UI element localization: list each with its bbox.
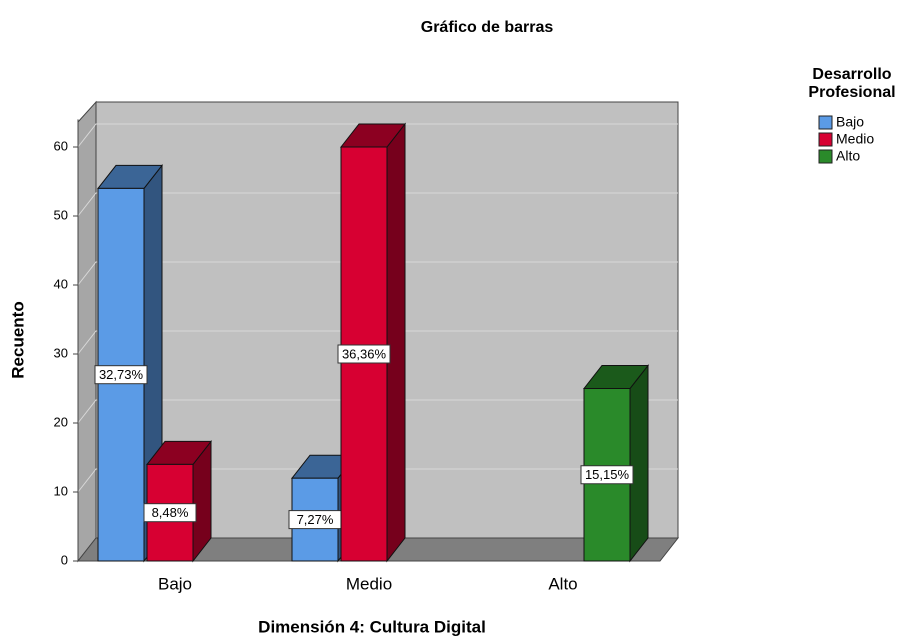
grid-line xyxy=(77,261,678,286)
data-label: 8,48% xyxy=(152,505,189,520)
x-tick-label: Alto xyxy=(548,574,577,593)
bar xyxy=(339,122,407,563)
legend-swatch xyxy=(818,132,833,147)
grid-line xyxy=(77,468,678,493)
grid-line xyxy=(77,399,678,424)
legend-swatch xyxy=(818,149,833,164)
data-label: 15,15% xyxy=(585,467,630,482)
y-axis-label: Recuento xyxy=(8,301,27,378)
y-tick-label: 40 xyxy=(54,276,68,291)
legend-label: Bajo xyxy=(836,114,864,130)
y-tick-label: 60 xyxy=(54,138,68,153)
bar xyxy=(582,364,650,563)
legend-label: Medio xyxy=(836,131,874,147)
x-tick-label: Medio xyxy=(346,574,392,593)
chart-title: Gráfico de barras xyxy=(421,19,554,36)
y-tick-label: 0 xyxy=(61,552,68,567)
bar-side xyxy=(386,122,406,563)
bar-side xyxy=(629,364,649,563)
side-wall xyxy=(77,100,97,563)
y-tick-label: 10 xyxy=(54,483,68,498)
legend-swatch xyxy=(818,115,833,130)
legend-label: Alto xyxy=(836,148,860,164)
data-label-box xyxy=(580,465,634,485)
grid-line xyxy=(77,192,678,217)
x-axis-label: Dimensión 4: Cultura Digital xyxy=(258,617,486,636)
x-tick-label: Bajo xyxy=(158,574,192,593)
data-label-box xyxy=(94,365,148,385)
data-label-box xyxy=(143,503,197,523)
grid-line xyxy=(77,330,678,355)
y-tick-label: 50 xyxy=(54,207,68,222)
data-label: 36,36% xyxy=(342,346,387,361)
data-label: 7,27% xyxy=(297,512,334,527)
data-label-box xyxy=(337,344,391,364)
y-tick-label: 20 xyxy=(54,414,68,429)
grid-line xyxy=(77,123,678,148)
bar xyxy=(145,439,213,563)
data-label: 32,73% xyxy=(99,367,144,382)
y-tick-label: 30 xyxy=(54,345,68,360)
legend-title: Desarrollo Profesional xyxy=(808,66,895,101)
